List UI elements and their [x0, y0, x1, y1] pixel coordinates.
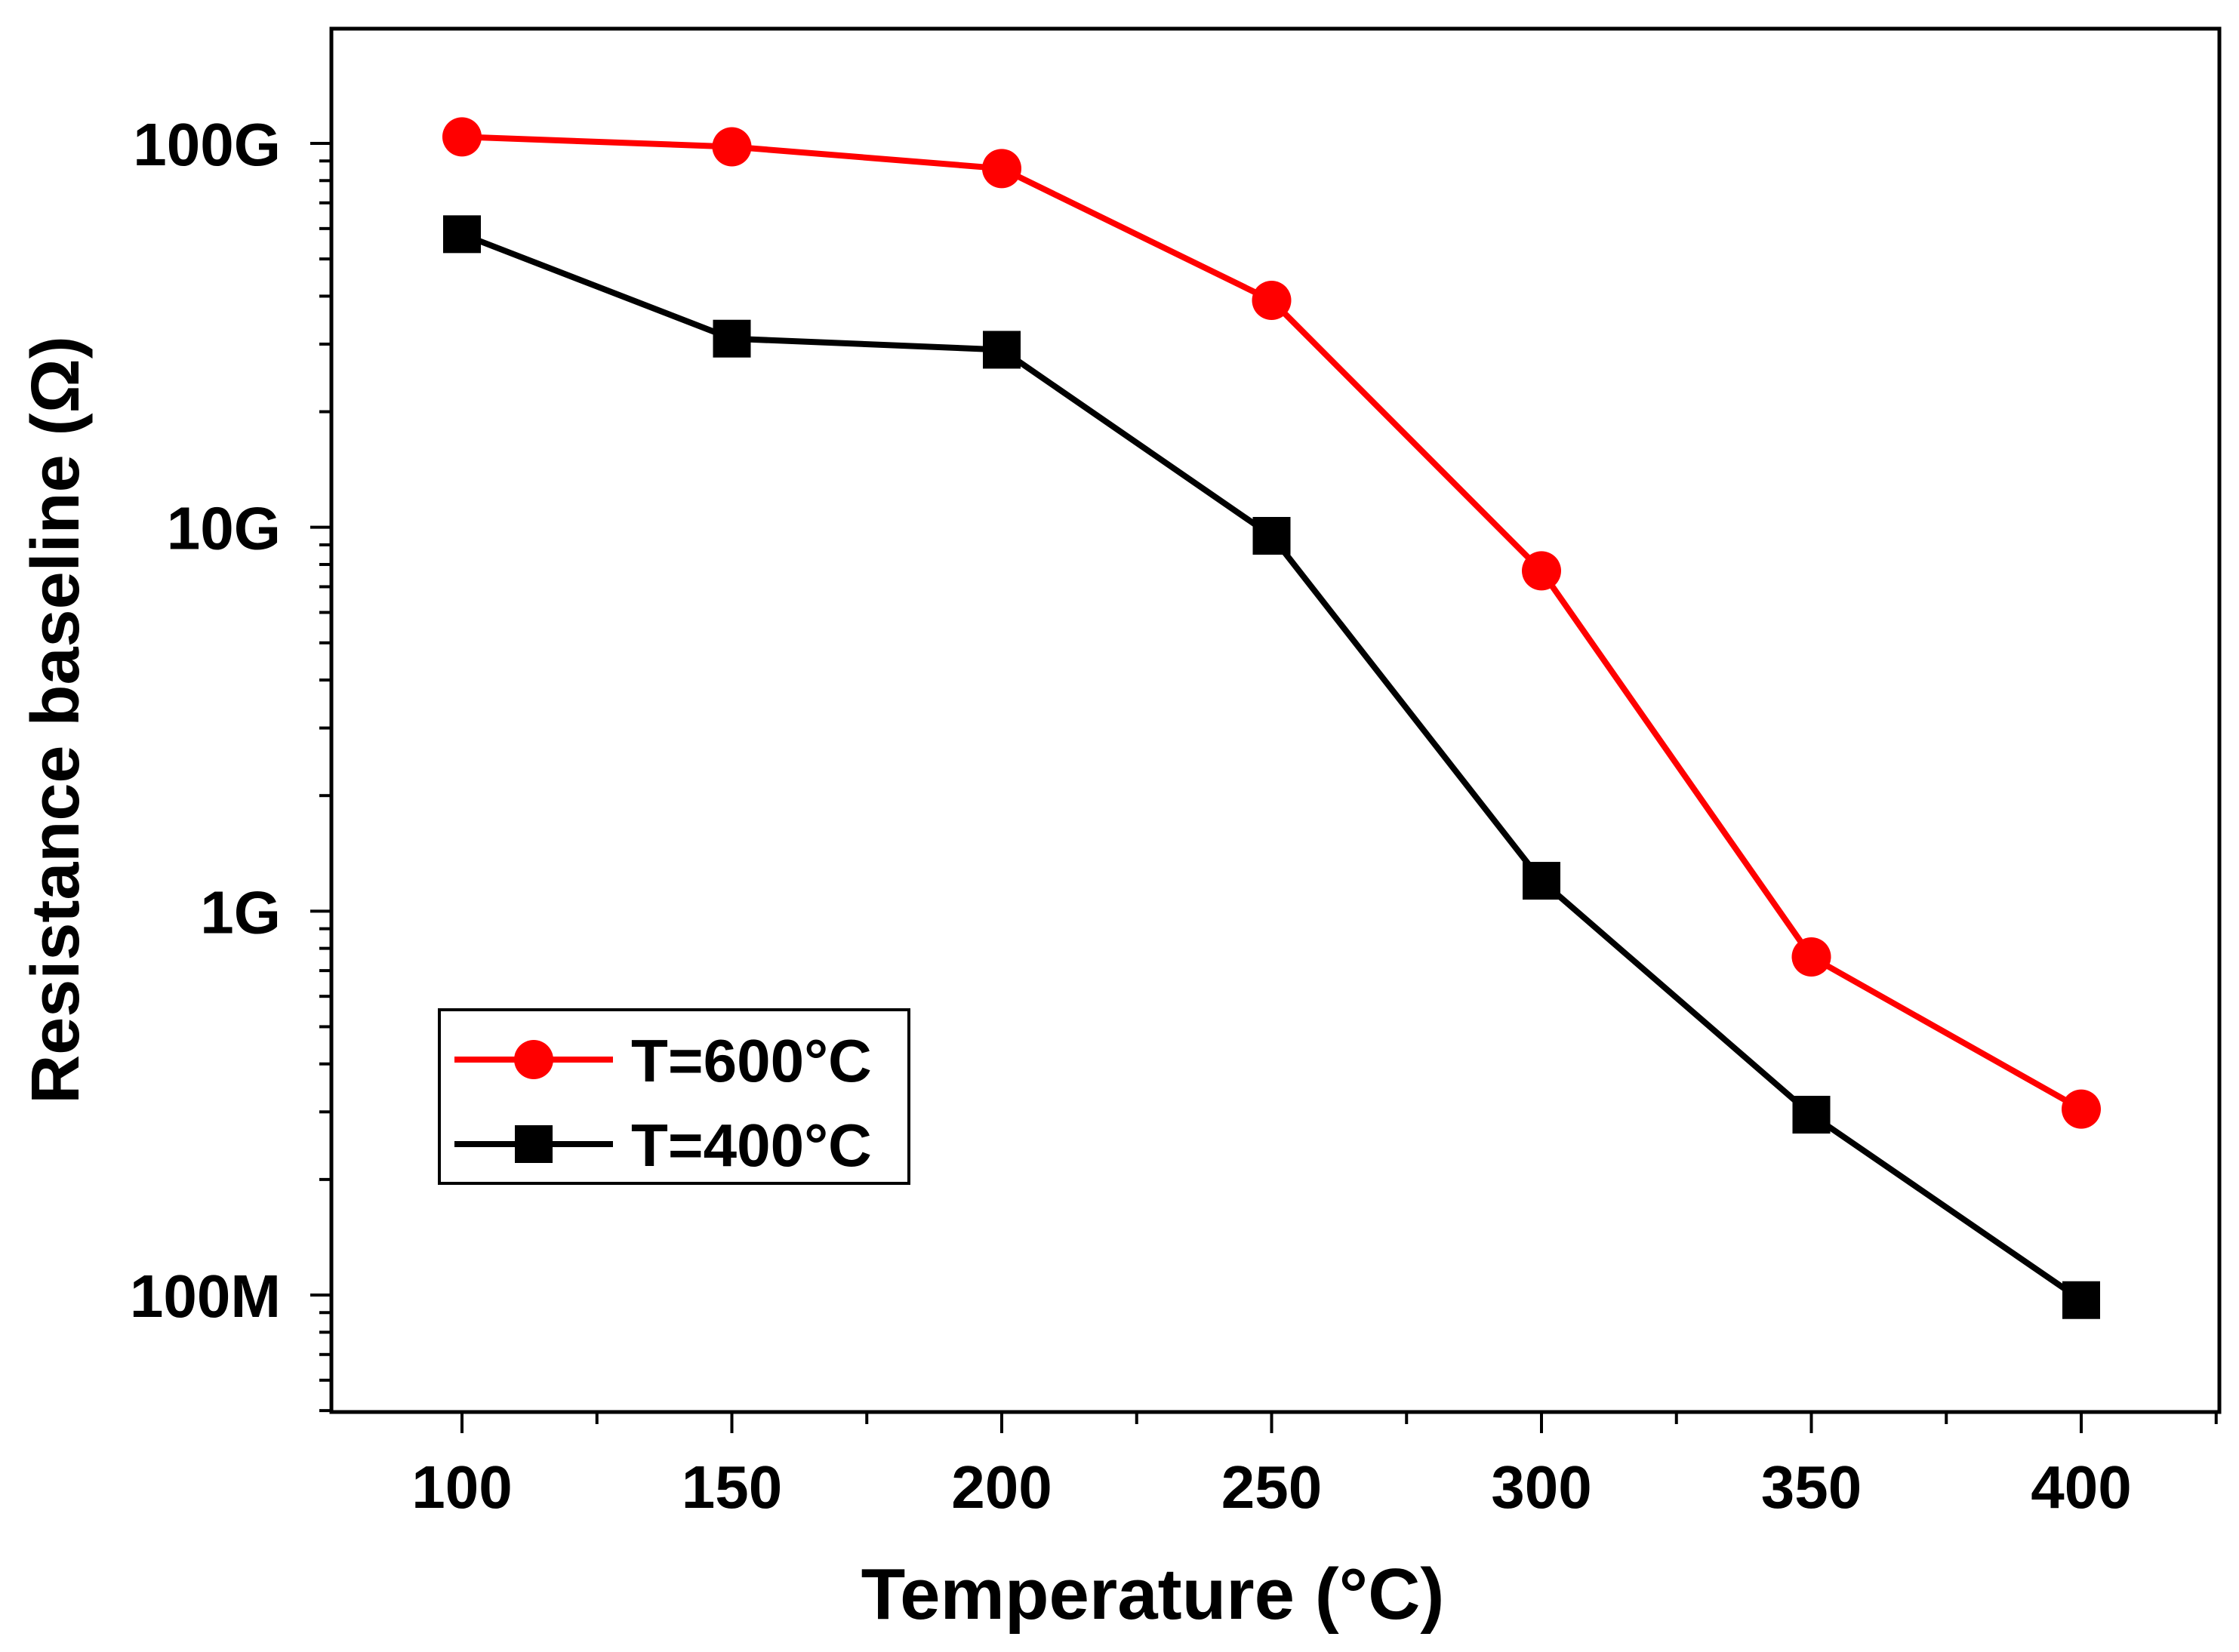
x-tick-label: 250: [1221, 1454, 1322, 1521]
legend: T=600°C T=400°C: [438, 1008, 910, 1185]
series: [442, 117, 2101, 1319]
x-tick-label: 400: [2031, 1454, 2131, 1521]
x-tick-label: 350: [1761, 1454, 1862, 1521]
y-tick-label: 100M: [130, 1263, 281, 1330]
data-point-circle: [2062, 1089, 2101, 1129]
y-tick-label: 100G: [133, 111, 281, 178]
data-point-square: [983, 331, 1021, 369]
y-tick-label: 10G: [167, 495, 281, 562]
legend-marker-circle: [514, 1040, 553, 1079]
data-point-square: [1792, 1096, 1831, 1134]
data-point-square: [443, 215, 481, 254]
data-point-circle: [442, 117, 482, 157]
data-point-circle: [1791, 937, 1831, 977]
x-tick-label: 150: [682, 1454, 782, 1521]
legend-marker-square: [515, 1125, 553, 1163]
x-tick-label: 300: [1491, 1454, 1591, 1521]
data-point-square: [713, 319, 751, 358]
ticks: 100 150 200 250 300 350 400 100M 1G 10G 100G: [130, 111, 2218, 1521]
y-tick-label: 1G: [200, 878, 281, 946]
legend-label: T=600°C: [631, 1027, 872, 1094]
x-tick-label: 100: [411, 1454, 512, 1521]
x-axis-label: Temperature (°C): [861, 1554, 1445, 1635]
plot-frame: [329, 26, 2222, 1414]
x-tick-label: 200: [951, 1454, 1052, 1521]
data-point-circle: [1522, 551, 1561, 591]
y-axis-label: Resistance baseline (Ω): [18, 336, 94, 1104]
data-point-square: [1523, 862, 1560, 900]
data-point-circle: [982, 149, 1021, 189]
data-point-square: [1252, 516, 1291, 555]
data-point-circle: [712, 127, 752, 167]
data-point-square: [2062, 1281, 2100, 1319]
data-point-circle: [1252, 281, 1292, 321]
legend-label: T=400°C: [631, 1112, 872, 1179]
